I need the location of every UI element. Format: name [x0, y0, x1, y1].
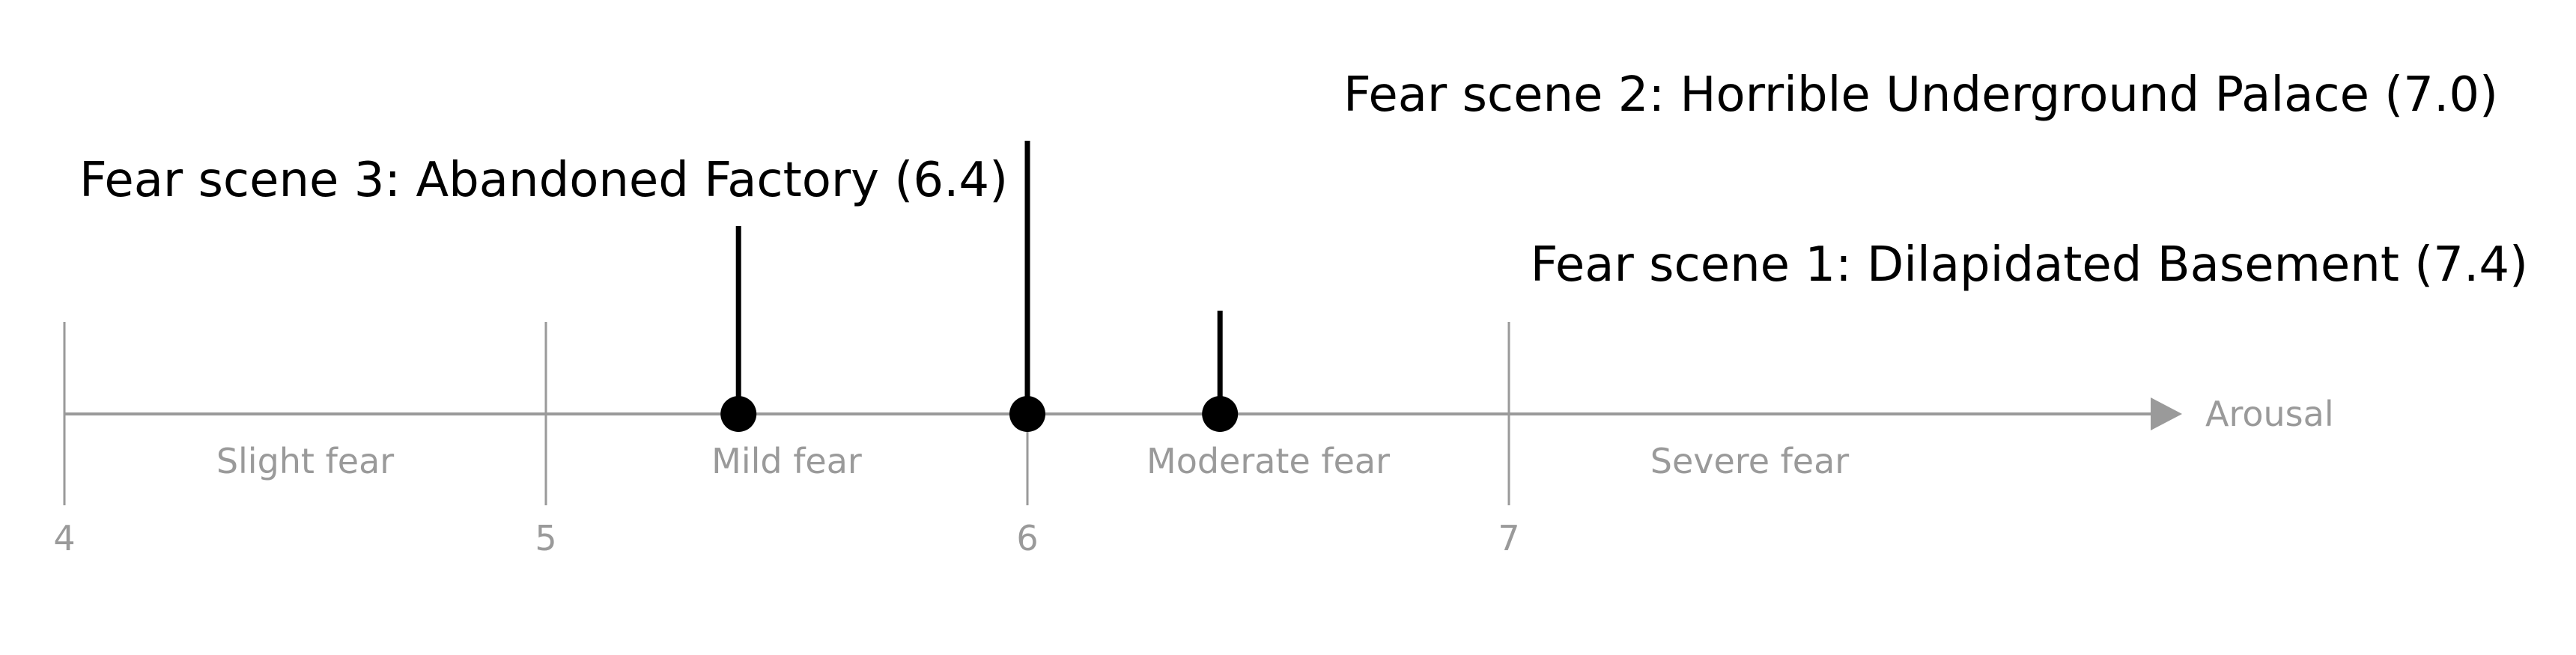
- scene-marker-2: [1202, 396, 1239, 432]
- tick-label-7: 7: [1498, 518, 1519, 558]
- band-label-3: Severe fear: [1650, 441, 1850, 481]
- fear-scene-markers: Fear scene 3: Abandoned Factory (6.4) Fea…: [79, 67, 2528, 432]
- scene-marker-1: [1009, 396, 1045, 432]
- scene-label-0: Fear scene 3: Abandoned Factory (6.4): [79, 153, 1008, 208]
- tick-label-4: 4: [53, 518, 75, 558]
- band-label-2: Moderate fear: [1146, 441, 1390, 481]
- band-label-0: Slight fear: [216, 441, 394, 481]
- scene-marker-0: [720, 396, 757, 432]
- arousal-axis-arrow: [2151, 397, 2182, 430]
- scene-label-2: Fear scene 1: Dilapidated Basement (7.4): [1531, 237, 2528, 293]
- scene-label-1: Fear scene 2: Horrible Underground Palac…: [1343, 67, 2498, 123]
- tick-label-5: 5: [535, 518, 556, 558]
- tick-labels: 4 5 6 7: [53, 518, 1519, 558]
- tick-label-6: 6: [1016, 518, 1038, 558]
- band-label-1: Mild fear: [711, 441, 862, 481]
- axis-title: Arousal: [2205, 394, 2334, 434]
- band-labels: Slight fear Mild fear Moderate fear Severe …: [216, 441, 1849, 481]
